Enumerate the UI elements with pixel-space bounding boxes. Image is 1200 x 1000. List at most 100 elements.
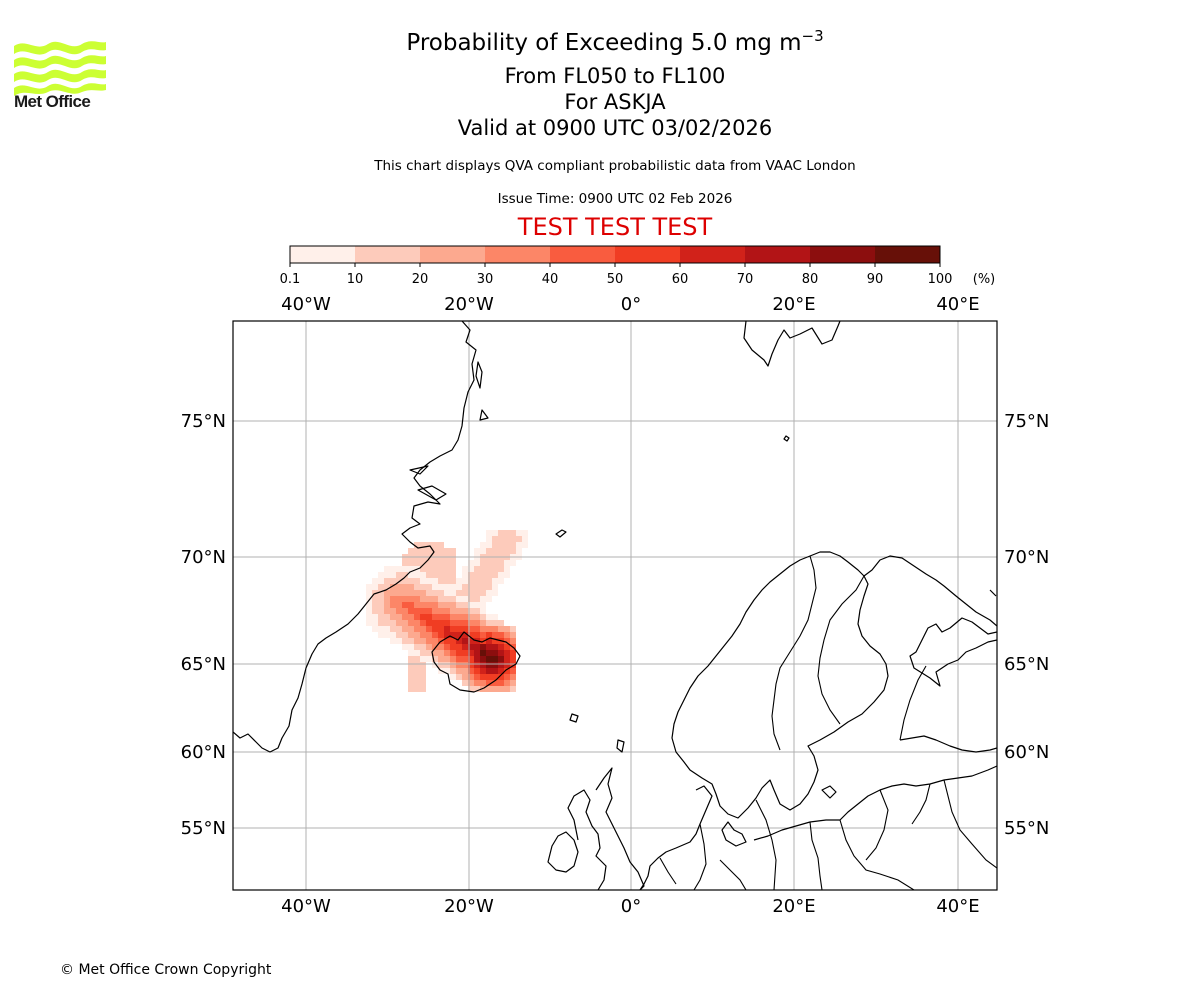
ash-cell <box>432 608 438 614</box>
ash-cell <box>372 626 378 632</box>
ash-cell <box>468 596 474 602</box>
ash-cell <box>474 596 480 602</box>
ash-cell <box>420 626 426 632</box>
ash-cell <box>438 590 444 596</box>
ash-cell <box>402 560 408 566</box>
continent-coastline <box>639 785 713 890</box>
ash-cell <box>408 668 414 674</box>
ash-cell <box>420 686 426 692</box>
ash-cell <box>504 680 510 686</box>
ash-cell <box>444 620 450 626</box>
ash-cell <box>468 566 474 572</box>
ash-cell <box>402 596 408 602</box>
ash-cell <box>432 584 438 590</box>
lon-label-bottom: 40°W <box>281 896 331 917</box>
ash-cell <box>504 686 510 692</box>
ash-cell <box>414 656 420 662</box>
ash-cell <box>474 584 480 590</box>
ash-cell <box>420 680 426 686</box>
ash-cell <box>450 632 456 638</box>
ash-cell <box>414 590 420 596</box>
ash-cell <box>420 656 426 662</box>
ash-cell <box>486 674 492 680</box>
ash-cell <box>510 542 516 548</box>
ash-cell <box>408 584 414 590</box>
ash-cell <box>390 620 396 626</box>
ash-cell <box>384 626 390 632</box>
ash-cell <box>480 590 486 596</box>
colorbar-tick-label: 30 <box>477 272 494 287</box>
ash-cell <box>468 620 474 626</box>
ash-cell <box>426 578 432 584</box>
ash-cell <box>414 602 420 608</box>
denmark-coastline <box>721 821 747 847</box>
ash-cell <box>486 632 492 638</box>
ash-cell <box>462 608 468 614</box>
ash-cell <box>456 596 462 602</box>
ash-cell <box>384 572 390 578</box>
ash-cell <box>384 614 390 620</box>
ash-cell <box>402 602 408 608</box>
shetland <box>616 739 625 753</box>
copyright-notice: © Met Office Crown Copyright <box>60 962 272 978</box>
ash-cell <box>426 638 432 644</box>
ash-cell <box>402 626 408 632</box>
ash-cell <box>498 662 504 668</box>
ash-cell <box>414 608 420 614</box>
ash-cell <box>456 584 462 590</box>
scandinavia-coastline <box>671 551 997 819</box>
ash-cell <box>450 560 456 566</box>
ash-cell <box>450 626 456 632</box>
test-banner: TEST TEST TEST <box>517 213 713 241</box>
ash-cell <box>474 662 480 668</box>
ash-cell <box>456 674 462 680</box>
ash-cell <box>432 590 438 596</box>
ash-cell <box>480 656 486 662</box>
ash-cell <box>372 608 378 614</box>
ash-cell <box>366 614 372 620</box>
ash-cell <box>450 548 456 554</box>
ash-cell <box>456 590 462 596</box>
ash-cell <box>432 596 438 602</box>
ash-cell <box>492 584 498 590</box>
ash-cell <box>444 572 450 578</box>
ash-cell <box>516 536 522 542</box>
ash-cell <box>426 632 432 638</box>
ash-cell <box>444 578 450 584</box>
ash-cell <box>492 566 498 572</box>
ash-cell <box>390 590 396 596</box>
ash-cell <box>468 560 474 566</box>
map-frame <box>232 320 998 891</box>
ash-cell <box>414 632 420 638</box>
ash-cell <box>498 626 504 632</box>
flight-level-range: From FL050 to FL100 <box>504 64 726 88</box>
lon-label-top: 40°E <box>936 294 979 315</box>
colorbar-tick-label: 60 <box>672 272 689 287</box>
ash-cell <box>462 644 468 650</box>
ash-cell <box>450 668 456 674</box>
lat-label-left: 55°N <box>181 818 226 839</box>
ash-cell <box>498 668 504 674</box>
ash-cell <box>372 620 378 626</box>
ash-cell <box>420 674 426 680</box>
ash-cell <box>402 620 408 626</box>
lon-label-bottom: 20°W <box>444 896 494 917</box>
great-britain-coastline <box>567 767 645 890</box>
ash-cell <box>444 590 450 596</box>
ash-cell <box>444 548 450 554</box>
ash-cell <box>390 632 396 638</box>
ash-cell <box>456 608 462 614</box>
ash-cell <box>426 596 432 602</box>
ash-cell <box>456 650 462 656</box>
ash-cell <box>408 638 414 644</box>
ash-cell <box>414 614 420 620</box>
ash-cell <box>420 566 426 572</box>
ash-cell <box>504 638 510 644</box>
ash-cell <box>444 566 450 572</box>
ash-cell <box>468 578 474 584</box>
jan-mayen <box>555 529 567 538</box>
ash-cell <box>432 572 438 578</box>
ash-cell <box>420 572 426 578</box>
ash-cell <box>504 668 510 674</box>
ash-cell <box>510 668 516 674</box>
